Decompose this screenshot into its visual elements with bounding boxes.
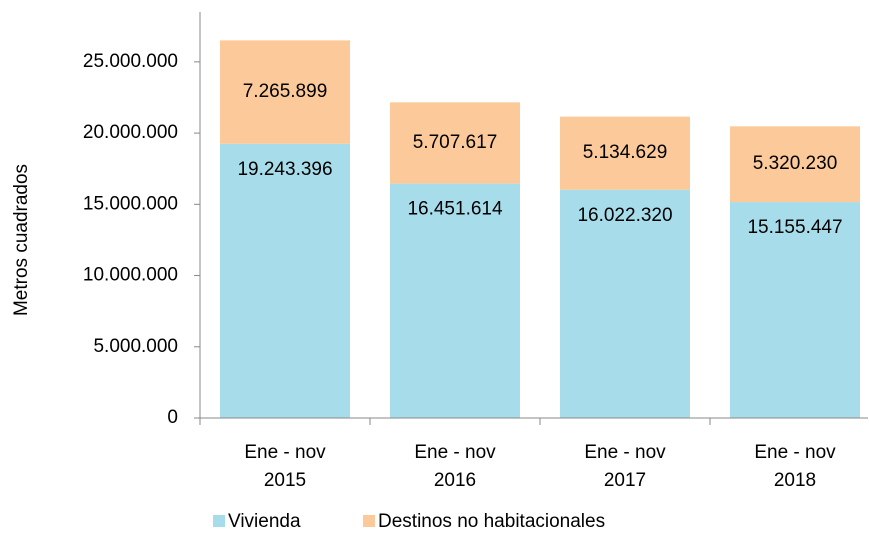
x-tick-label: Ene - nov xyxy=(584,442,666,463)
bar-segment xyxy=(220,143,350,418)
bar-segment xyxy=(560,189,690,418)
x-tick-label: Ene - nov xyxy=(244,442,326,463)
y-axis-title: Metros cuadrados xyxy=(11,164,32,316)
legend-label: Destinos no habitacionales xyxy=(378,511,605,532)
y-tick-label: 0 xyxy=(167,407,178,428)
value-label: 16.022.320 xyxy=(577,205,672,226)
x-tick-label: 2017 xyxy=(604,470,646,491)
y-tick-label: 25.000.000 xyxy=(83,51,178,72)
value-label: 5.134.629 xyxy=(583,142,668,163)
value-label: 7.265.899 xyxy=(243,81,328,102)
value-label: 19.243.396 xyxy=(237,159,332,180)
legend-label: Vivienda xyxy=(228,511,301,532)
bar-segment xyxy=(730,202,860,418)
value-label: 16.451.614 xyxy=(407,199,503,220)
value-label: 5.707.617 xyxy=(413,132,498,153)
bar-segment xyxy=(390,102,520,184)
legend-swatch xyxy=(213,515,225,527)
bar-segment xyxy=(730,126,860,203)
x-tick-label: 2016 xyxy=(434,470,476,491)
bar-segment xyxy=(390,183,520,418)
x-tick-label: 2015 xyxy=(264,470,306,491)
x-tick-label: Ene - nov xyxy=(414,442,496,463)
y-tick-label: 15.000.000 xyxy=(83,193,178,214)
y-tick-label: 10.000.000 xyxy=(83,265,178,286)
y-tick-label: 20.000.000 xyxy=(83,122,178,143)
x-tick-label: 2018 xyxy=(774,470,816,491)
bar-segment xyxy=(560,116,690,190)
y-tick-label: 5.000.000 xyxy=(93,336,178,357)
legend-swatch xyxy=(363,515,375,527)
bar-segment xyxy=(220,40,350,144)
x-tick-label: Ene - nov xyxy=(754,442,836,463)
value-label: 15.155.447 xyxy=(747,217,842,238)
value-label: 5.320.230 xyxy=(753,153,838,174)
